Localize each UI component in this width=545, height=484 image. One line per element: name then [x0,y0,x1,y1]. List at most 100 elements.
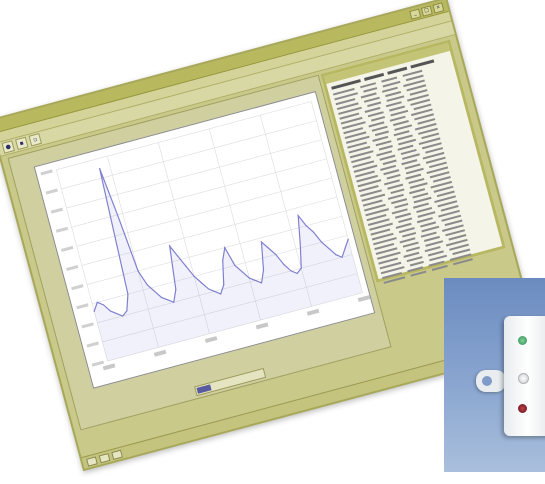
data-point [299,243,301,245]
x-tick-label [255,322,269,330]
data-point [260,241,263,243]
data-point [137,270,139,272]
data-point [96,301,98,303]
y-tick-label [60,245,74,252]
plot-panel [7,74,392,431]
data-point [328,247,330,250]
data-point [177,255,179,257]
data-point [335,254,337,256]
data-point [222,259,224,262]
signal-area [94,168,363,362]
data-point [175,288,177,291]
data-point [268,247,270,249]
grid-line-horizontal [76,177,332,247]
data-point [254,279,256,282]
grid-line-horizontal [81,196,337,266]
window-close-icon[interactable]: × [432,1,445,14]
data-point [207,288,210,290]
data-point [160,296,163,299]
data-point [234,264,236,267]
application-window: _ □ × ● ▪ ▫ [0,0,543,472]
data-point [99,167,101,170]
data-point [169,245,171,247]
data-point [297,215,299,217]
status-bar-button[interactable] [85,455,98,467]
data-point [223,284,225,286]
y-tick-label [81,322,94,329]
save-icon[interactable]: ▪ [15,136,29,151]
grid-line-horizontal [66,139,322,209]
data-point [275,253,277,256]
grid-line-horizontal [61,120,317,190]
data-point [347,238,349,240]
window-minimize-icon[interactable]: _ [409,8,422,20]
grid-line-horizontal [56,101,312,171]
device-led-icon [518,373,529,384]
data-point [109,310,112,312]
grid-line-horizontal [92,235,348,305]
data-point [146,284,148,286]
data-point [167,299,169,301]
data-point [93,310,95,312]
data-point [305,225,307,227]
data-point [185,265,187,267]
mounting-hole [482,376,492,386]
data-point [344,247,346,249]
progress-indicator [194,367,267,397]
data-point [262,269,265,271]
grid-line-vertical [106,156,159,348]
y-tick-label [40,169,53,176]
y-tick-label [50,207,64,214]
plot-area[interactable] [33,91,376,389]
data-point [153,290,155,292]
y-tick-label [55,226,69,233]
data-point [220,293,222,295]
grid-line-vertical [157,142,210,334]
data-point [300,267,302,269]
table-cell [410,270,427,277]
data-point [296,272,298,274]
grid-line-vertical [55,169,108,362]
grid-line-horizontal [107,292,363,362]
table-cell [431,264,448,271]
window-maximize-icon[interactable]: □ [420,4,433,17]
data-point [193,275,195,277]
data-point [200,282,202,284]
progress-fill [196,384,212,394]
x-tick-label [306,308,320,316]
device-led-icon [518,336,527,345]
data-point [290,270,292,272]
data-point [122,315,124,317]
y-tick-label [66,265,79,272]
data-point [213,290,216,293]
y-tick-label [71,284,84,291]
data-point [224,247,226,249]
device-photo [444,278,545,472]
print-icon[interactable]: ▫ [28,133,43,147]
data-point [116,214,119,216]
data-point [260,282,263,284]
data-point [241,271,243,273]
data-point [126,310,128,312]
grid-line-horizontal [97,254,353,324]
y-tick-label [86,341,99,348]
data-point [312,231,315,233]
device-mounting-tab [476,370,506,392]
grid-line-vertical [208,128,261,321]
y-tick-label [45,188,58,195]
grid-line-horizontal [102,273,358,343]
globe-icon[interactable]: ● [1,140,15,154]
data-point [248,277,250,279]
status-bar-button[interactable] [111,449,123,460]
y-tick-label [76,303,89,310]
data-point [321,241,323,243]
x-tick-label [357,295,371,303]
grid-line-horizontal [71,158,327,228]
data-point [341,256,343,258]
data-point [102,304,104,306]
x-tick-label [153,349,167,357]
status-bar-button[interactable] [98,452,111,463]
line-chart [40,101,371,371]
data-point [116,312,118,315]
